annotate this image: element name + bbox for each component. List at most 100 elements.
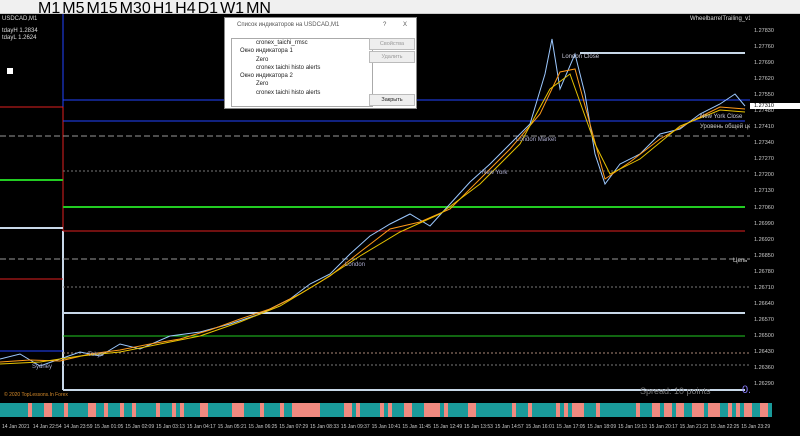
tree-window[interactable]: Окно индикатора 2	[240, 73, 293, 80]
histogram-bar	[348, 403, 352, 417]
tree-item[interactable]: Zero	[256, 56, 269, 63]
histogram-bar	[156, 403, 160, 417]
time-label: 15 Jan 13:53	[464, 424, 493, 430]
histogram-bar	[392, 403, 396, 417]
histogram-bar	[640, 403, 644, 417]
histogram-bar	[276, 403, 280, 417]
price-label: 1.27270	[754, 156, 774, 163]
timeframe-button[interactable]: M15	[86, 0, 118, 17]
histogram-bar	[548, 403, 552, 417]
symbol: USDCAD,M1	[2, 16, 38, 22]
histogram-bar	[432, 403, 436, 417]
delete-button[interactable]: Удалить	[369, 51, 415, 63]
histogram-bar	[344, 403, 348, 417]
timeframe-button[interactable]: M5	[62, 0, 85, 17]
timeframe-button[interactable]: W1	[220, 0, 245, 17]
histogram-bar	[152, 403, 156, 417]
properties-button[interactable]: Свойства	[369, 38, 415, 50]
histogram-bar	[444, 403, 448, 417]
histogram-bar	[116, 403, 120, 417]
histogram-bar	[532, 403, 536, 417]
histogram-bar	[712, 403, 716, 417]
histogram-bar	[596, 403, 600, 417]
tree-window[interactable]: Окно индикатора 1	[240, 48, 293, 55]
histogram-bar	[592, 403, 596, 417]
timeframe-button[interactable]: M1	[38, 0, 61, 17]
histogram-bar	[324, 403, 328, 417]
histogram-bar	[56, 403, 60, 417]
histogram-bar	[340, 403, 344, 417]
session: London	[345, 262, 366, 268]
histogram-bar	[656, 403, 660, 417]
histogram-bar	[328, 403, 332, 417]
price-label: 1.26710	[754, 284, 774, 291]
histogram-bar	[764, 403, 768, 417]
histogram-bar	[272, 403, 276, 417]
price-label: 1.26360	[754, 364, 774, 371]
tree-item[interactable]: cronex_taichi_rmsc	[256, 40, 308, 46]
histogram-bar	[180, 403, 184, 417]
close-button[interactable]: X	[403, 22, 408, 28]
price-label: 1.26640	[754, 300, 774, 307]
help-button[interactable]: ?	[383, 22, 387, 28]
timeframe-button[interactable]: H4	[175, 0, 196, 17]
close-dialog-button[interactable]: Закрыть	[369, 94, 415, 106]
histogram-bar	[744, 403, 748, 417]
time-label: 15 Jan 03:13	[156, 424, 185, 430]
price-label: 1.27760	[754, 44, 774, 51]
histogram-bar	[320, 403, 324, 417]
histogram-bar	[724, 403, 728, 417]
histogram-bar	[92, 403, 96, 417]
histogram-bar	[280, 403, 284, 417]
price-line	[0, 38, 746, 367]
histogram-bar	[672, 403, 676, 417]
time-label: 15 Jan 22:25	[710, 424, 740, 430]
time-label: 15 Jan 14:57	[494, 424, 524, 430]
histogram-bar	[312, 403, 316, 417]
price-label: 1.27620	[754, 76, 774, 83]
histogram-bar	[128, 403, 132, 417]
histogram-bar	[412, 403, 416, 417]
indicator-line	[0, 68, 746, 363]
timeframe-button[interactable]: H1	[152, 0, 174, 17]
histogram-bar	[360, 403, 364, 417]
histogram-bar	[708, 403, 712, 417]
tree-item[interactable]: cronex taichi histo alerts	[256, 89, 321, 96]
histogram-bar	[380, 403, 384, 417]
histogram-bar	[588, 403, 592, 417]
histogram-bar	[628, 403, 632, 417]
histogram-bar	[644, 403, 648, 417]
histogram-bar	[228, 403, 232, 417]
timeframe-button[interactable]: M30	[119, 0, 151, 17]
histogram-bar	[136, 403, 140, 417]
histogram-bar	[204, 403, 208, 417]
histogram-bar	[308, 403, 312, 417]
info: tdayL 1.2624	[2, 35, 37, 41]
price-label: 1.27130	[754, 188, 774, 195]
histogram-bar	[0, 403, 4, 417]
histogram-bar	[260, 403, 264, 417]
histogram-bar	[576, 403, 580, 417]
histogram-bar	[688, 403, 692, 417]
histogram-bar	[176, 403, 180, 417]
timeframe-button[interactable]: D1	[197, 0, 219, 17]
histogram-bar	[224, 403, 228, 417]
histogram-bar	[404, 403, 408, 417]
histogram-bar	[420, 403, 424, 417]
histogram-bar	[440, 403, 444, 417]
histogram-bar	[64, 403, 68, 417]
histogram-bar	[48, 403, 52, 417]
histogram-bar	[300, 403, 304, 417]
tree-item[interactable]: cronex taichi histo alerts	[256, 64, 321, 71]
histogram-bar	[552, 403, 556, 417]
histogram-bar	[144, 403, 148, 417]
timeframe-button[interactable]: MN	[246, 0, 271, 17]
histogram-bar	[32, 403, 36, 417]
checkbox[interactable]	[7, 68, 13, 74]
histogram-bar	[132, 403, 136, 417]
tree-item[interactable]: Zero	[256, 81, 269, 88]
histogram-bar	[20, 403, 24, 417]
price-label: 1.27830	[754, 28, 774, 34]
histogram-bar	[4, 403, 8, 417]
histogram-bar	[336, 403, 340, 417]
